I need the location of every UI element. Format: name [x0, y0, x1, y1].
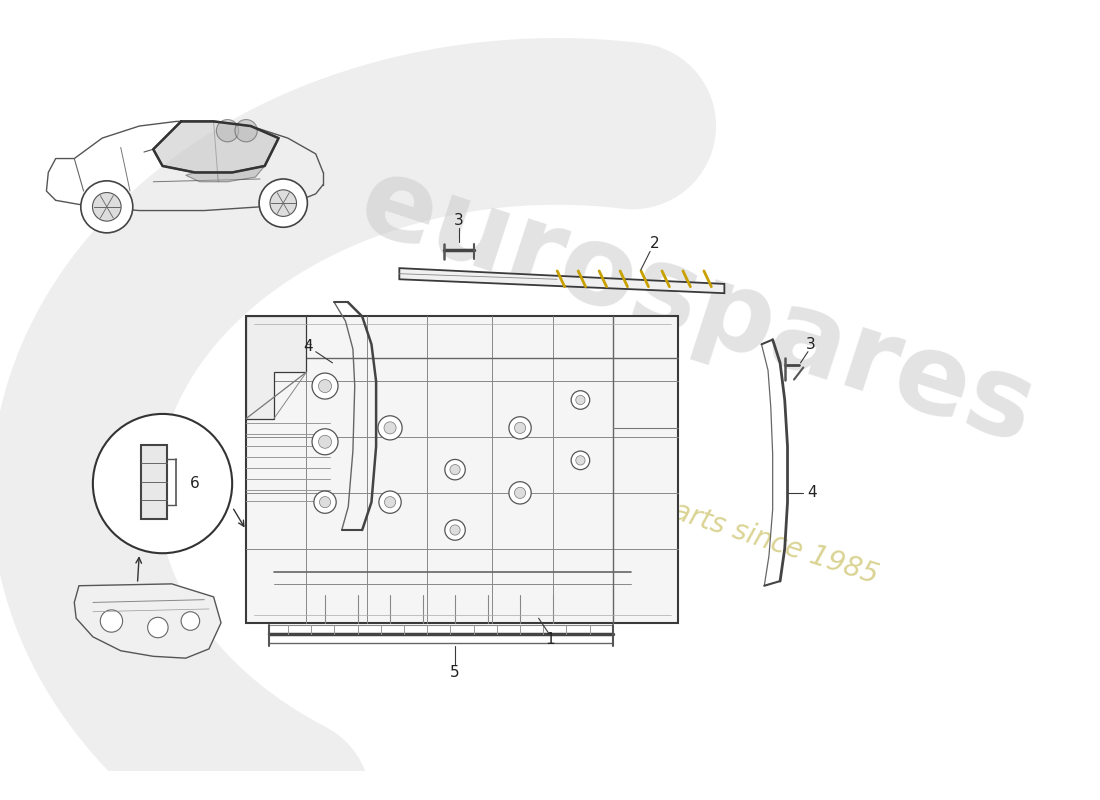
Circle shape — [235, 119, 257, 142]
Text: 4: 4 — [304, 338, 313, 354]
Circle shape — [571, 451, 590, 470]
Text: 6: 6 — [190, 476, 200, 491]
Text: 4: 4 — [806, 486, 816, 500]
Circle shape — [571, 390, 590, 410]
Polygon shape — [399, 268, 725, 294]
Circle shape — [319, 497, 331, 508]
Circle shape — [444, 520, 465, 540]
Circle shape — [100, 610, 122, 632]
Polygon shape — [186, 166, 265, 182]
Circle shape — [509, 417, 531, 439]
Text: a passion for parts since 1985: a passion for parts since 1985 — [474, 434, 882, 590]
Text: eurospares: eurospares — [345, 148, 1047, 466]
Text: 3: 3 — [806, 337, 815, 352]
Circle shape — [312, 373, 338, 399]
Polygon shape — [153, 122, 278, 173]
Circle shape — [378, 416, 403, 440]
Circle shape — [92, 193, 121, 221]
Circle shape — [575, 395, 585, 405]
Circle shape — [147, 618, 168, 638]
Text: 3: 3 — [454, 214, 463, 228]
Circle shape — [515, 487, 526, 498]
Circle shape — [312, 429, 338, 454]
Circle shape — [575, 456, 585, 465]
Circle shape — [515, 422, 526, 434]
Text: 2: 2 — [650, 237, 660, 251]
Circle shape — [450, 465, 460, 474]
Circle shape — [319, 435, 331, 448]
Circle shape — [217, 119, 239, 142]
Circle shape — [384, 422, 396, 434]
Circle shape — [444, 459, 465, 480]
Text: 1: 1 — [544, 632, 554, 647]
Circle shape — [450, 525, 460, 535]
Polygon shape — [246, 317, 307, 418]
Circle shape — [260, 179, 307, 227]
Circle shape — [509, 482, 531, 504]
Circle shape — [319, 379, 331, 393]
Circle shape — [182, 612, 200, 630]
Circle shape — [314, 491, 337, 514]
Circle shape — [270, 190, 297, 217]
Circle shape — [385, 497, 396, 508]
Text: 5: 5 — [450, 665, 460, 680]
Bar — [141, 445, 167, 519]
Circle shape — [92, 414, 232, 554]
Circle shape — [378, 491, 402, 514]
Polygon shape — [75, 584, 221, 658]
Circle shape — [80, 181, 133, 233]
Polygon shape — [246, 317, 678, 623]
